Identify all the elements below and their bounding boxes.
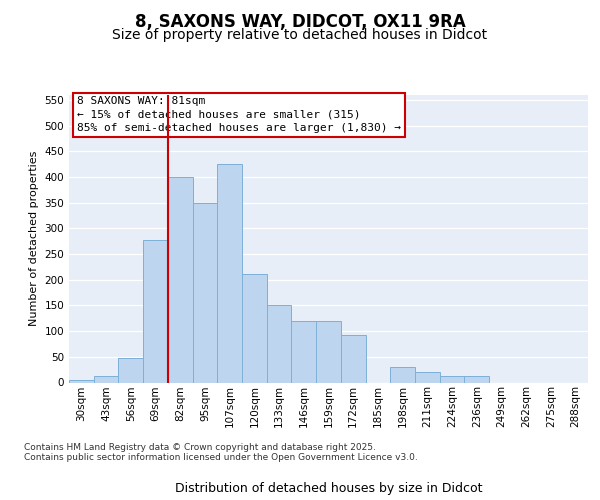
Bar [242,274,267,382]
Bar [316,321,341,382]
Text: 8 SAXONS WAY: 81sqm
← 15% of detached houses are smaller (315)
85% of semi-detac: 8 SAXONS WAY: 81sqm ← 15% of detached ho… [77,96,401,133]
Bar [168,177,193,382]
Bar [193,203,217,382]
Text: Size of property relative to detached houses in Didcot: Size of property relative to detached ho… [112,28,488,42]
Bar [118,358,143,382]
Bar [440,376,464,382]
Bar [464,376,489,382]
Bar [415,372,440,382]
Text: Distribution of detached houses by size in Didcot: Distribution of detached houses by size … [175,482,482,495]
Bar [292,321,316,382]
Bar [143,240,168,382]
Text: Contains HM Land Registry data © Crown copyright and database right 2025.
Contai: Contains HM Land Registry data © Crown c… [24,442,418,462]
Bar [390,367,415,382]
Bar [217,164,242,382]
Bar [341,336,365,382]
Y-axis label: Number of detached properties: Number of detached properties [29,151,39,326]
Bar [267,306,292,382]
Text: 8, SAXONS WAY, DIDCOT, OX11 9RA: 8, SAXONS WAY, DIDCOT, OX11 9RA [134,12,466,30]
Bar [69,380,94,382]
Bar [94,376,118,382]
